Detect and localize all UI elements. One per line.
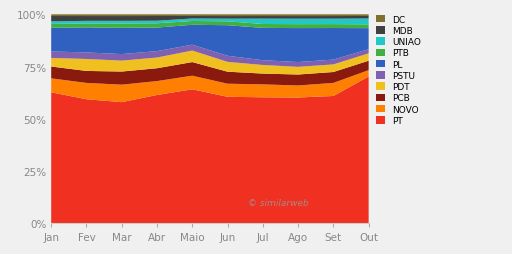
Text: © similarweb: © similarweb bbox=[248, 198, 309, 207]
Legend: DC, MDB, UNIAO, PTB, PL, PSTU, PDT, PCB, NOVO, PT: DC, MDB, UNIAO, PTB, PL, PSTU, PDT, PCB,… bbox=[376, 15, 421, 125]
